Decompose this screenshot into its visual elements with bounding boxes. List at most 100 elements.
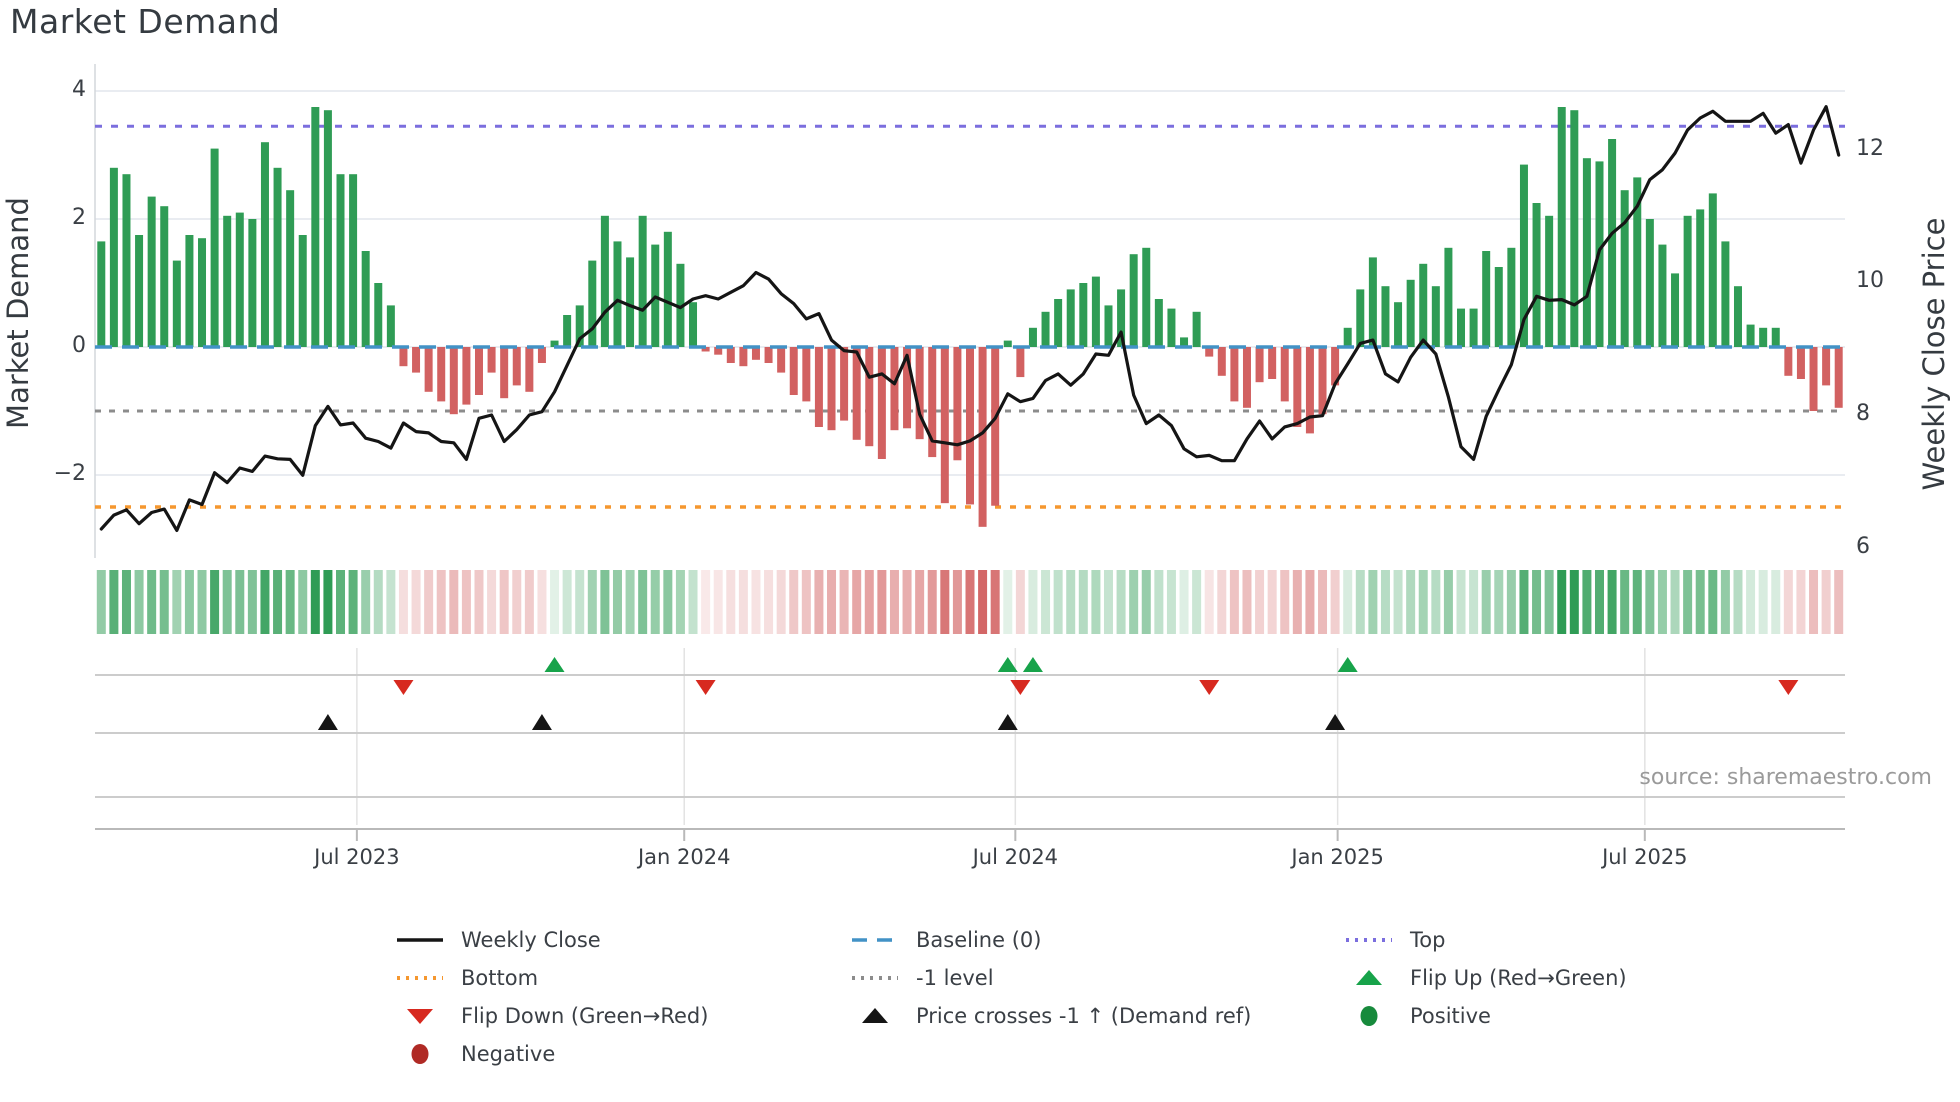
demand-bar-negative <box>462 347 471 405</box>
heatmap-cell <box>562 570 572 634</box>
flip-up-marker <box>997 657 1018 672</box>
legend-label: Negative <box>461 1042 556 1066</box>
x-tick-label: Jan 2024 <box>637 845 731 869</box>
x-tick-label: Jul 2025 <box>1602 845 1688 869</box>
heatmap-cell <box>1330 570 1340 634</box>
heatmap-cell <box>990 570 1000 634</box>
heatmap-cell <box>336 570 346 634</box>
heatmap-cell <box>726 570 736 634</box>
heatmap-cell <box>1481 570 1491 634</box>
demand-bar-negative <box>1318 347 1327 415</box>
demand-bar-positive <box>1519 164 1528 347</box>
heatmap-cell <box>1783 570 1793 634</box>
negative-swatch-icon <box>396 1044 444 1064</box>
y-left-tick-label: −2 <box>53 461 86 486</box>
demand-bar-positive <box>1696 209 1705 347</box>
demand-bar-positive <box>550 340 559 347</box>
y-left-tick-label: 0 <box>72 333 86 358</box>
heatmap-cell <box>1594 570 1604 634</box>
heatmap-cell <box>1771 570 1781 634</box>
heatmap-cell <box>1292 570 1302 634</box>
heatmap-cell <box>323 570 333 634</box>
legend-item-flip-down-green-red: Flip Down (Green→Red) <box>396 997 708 1035</box>
demand-bar-negative <box>890 347 899 431</box>
legend-column-2: Baseline (0) -1 level Price crosses -1 ↑ (… <box>851 921 1251 1035</box>
x-tick-label: Jul 2024 <box>972 845 1059 869</box>
demand-bar-positive <box>1469 308 1478 347</box>
heatmap-cell <box>889 570 899 634</box>
demand-bar-positive <box>1721 241 1730 347</box>
demand-bar-positive <box>185 235 194 347</box>
legend-item-flip-up-red-green: Flip Up (Red→Green) <box>1345 959 1627 997</box>
demand-bar-negative <box>865 347 874 447</box>
demand-bar-positive <box>260 142 269 347</box>
heatmap-cell <box>1141 570 1151 634</box>
baseline-0-swatch-icon <box>851 930 899 950</box>
heatmap-cell <box>1443 570 1453 634</box>
demand-bar-positive <box>198 238 207 347</box>
demand-bar-positive <box>235 212 244 347</box>
demand-bar-positive <box>1746 324 1755 347</box>
heatmap-cell <box>1091 570 1101 634</box>
demand-bar-negative <box>537 347 546 363</box>
demand-bar-positive <box>1381 286 1390 347</box>
demand-bar-positive <box>311 107 320 347</box>
heatmap-cell <box>373 570 383 634</box>
heatmap-cell <box>1582 570 1592 634</box>
heatmap-cell <box>147 570 157 634</box>
heatmap-cell <box>1569 570 1579 634</box>
demand-bar-positive <box>1658 244 1667 347</box>
heatmap-cell <box>1821 570 1831 634</box>
demand-bar-positive <box>1457 308 1466 347</box>
demand-bar-positive <box>349 174 358 347</box>
demand-bar-negative <box>726 347 735 363</box>
heatmap-cell <box>940 570 950 634</box>
demand-bar-negative <box>500 347 509 399</box>
heatmap-cell <box>978 570 988 634</box>
demand-bar-positive <box>613 241 622 347</box>
heatmap-cell <box>1154 570 1164 634</box>
demand-bar-positive <box>1507 247 1516 347</box>
heatmap-cell <box>260 570 270 634</box>
heatmap-cell <box>210 570 220 634</box>
weekly-close-swatch-icon <box>396 930 444 950</box>
heatmap-cell <box>449 570 459 634</box>
heatmap-cell <box>1229 570 1239 634</box>
heatmap-cell <box>1166 570 1176 634</box>
demand-bar-negative <box>1268 347 1277 379</box>
heatmap-cell <box>1015 570 1025 634</box>
y-left-tick-label: 4 <box>72 77 86 102</box>
heatmap-cell <box>172 570 182 634</box>
heatmap-cell <box>1355 570 1365 634</box>
price-cross-marker <box>317 714 338 730</box>
demand-bar-positive <box>374 283 383 347</box>
legend-label: Positive <box>1410 1004 1491 1028</box>
demand-bar-positive <box>1431 286 1440 347</box>
legend-item-top: Top <box>1345 921 1627 959</box>
demand-bar-negative <box>877 347 886 459</box>
heatmap-cell <box>524 570 534 634</box>
heatmap-cell <box>550 570 560 634</box>
heatmap-cell <box>109 570 119 634</box>
heatmap-cell <box>1494 570 1504 634</box>
demand-bar-negative <box>903 347 912 429</box>
heatmap-cell <box>1544 570 1554 634</box>
legend-item-weekly-close: Weekly Close <box>396 921 708 959</box>
legend-column-3: Top Flip Up (Red→Green) Positive <box>1345 921 1627 1035</box>
flip-down-marker <box>1199 680 1220 695</box>
demand-bar-positive <box>1733 286 1742 347</box>
demand-bar-positive <box>1406 279 1415 347</box>
demand-bar-positive <box>361 251 370 347</box>
demand-bar-positive <box>286 190 295 347</box>
right-axis-title: Weekly Close Price <box>1917 217 1951 491</box>
heatmap-cell <box>1380 570 1390 634</box>
heatmap-cell <box>1217 570 1227 634</box>
heatmap-cell <box>638 570 648 634</box>
demand-bar-negative <box>1242 347 1251 408</box>
price-cross-marker <box>997 714 1018 730</box>
demand-bar-positive <box>1671 273 1680 347</box>
demand-bar-negative <box>940 347 949 504</box>
demand-bar-positive <box>1419 263 1428 347</box>
heatmap-cell <box>197 570 207 634</box>
